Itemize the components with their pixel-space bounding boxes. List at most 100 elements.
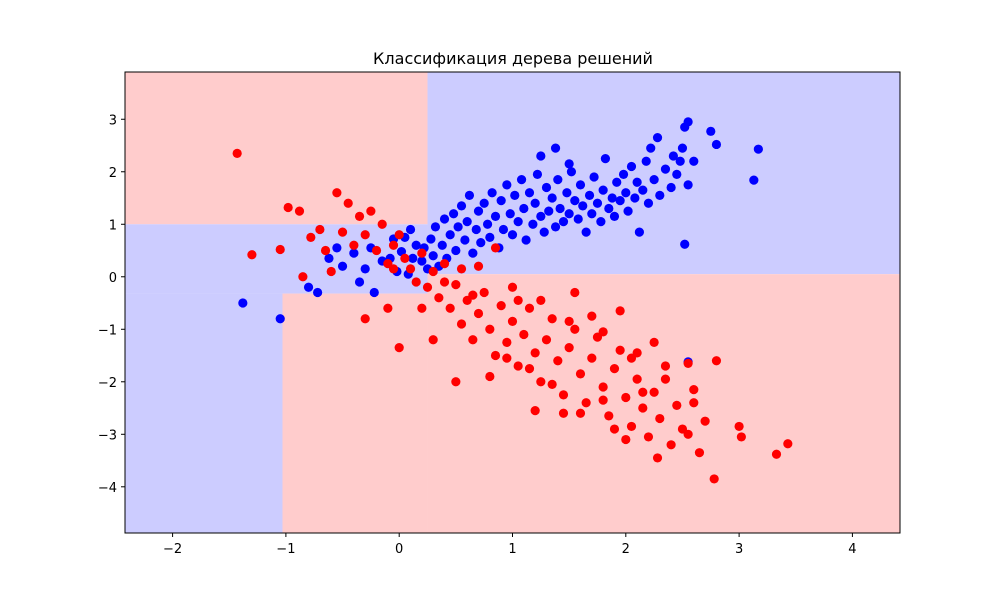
scatter-point-class-0 bbox=[536, 295, 546, 305]
scatter-point-class-1 bbox=[630, 193, 640, 203]
scatter-point-class-0 bbox=[468, 290, 478, 300]
scatter-point-class-0 bbox=[354, 211, 365, 221]
scatter-point-class-1 bbox=[528, 219, 538, 229]
scatter-point-class-0 bbox=[468, 335, 478, 345]
x-tick-label: 0 bbox=[395, 542, 403, 557]
scatter-point-class-0 bbox=[326, 266, 336, 277]
scatter-point-class-0 bbox=[652, 453, 663, 463]
scatter-point-class-1 bbox=[584, 190, 595, 200]
scatter-point-class-0 bbox=[479, 287, 489, 298]
scatter-point-class-0 bbox=[519, 329, 529, 340]
scatter-point-class-1 bbox=[581, 227, 591, 237]
scatter-point-class-0 bbox=[524, 303, 535, 313]
scatter-point-class-0 bbox=[332, 188, 342, 198]
scatter-point-class-1 bbox=[502, 180, 512, 190]
scatter-point-class-0 bbox=[547, 379, 557, 390]
scatter-point-class-0 bbox=[530, 406, 540, 416]
scatter-point-class-1 bbox=[417, 256, 427, 266]
scatter-point-class-0 bbox=[621, 434, 631, 445]
scatter-point-class-1 bbox=[641, 156, 651, 166]
scatter-point-class-0 bbox=[405, 264, 416, 274]
scatter-point-class-1 bbox=[689, 156, 699, 166]
scatter-point-class-1 bbox=[570, 196, 580, 206]
scatter-point-class-0 bbox=[366, 206, 376, 216]
scatter-point-class-0 bbox=[496, 301, 506, 311]
scatter-point-class-0 bbox=[553, 356, 563, 366]
scatter-point-class-1 bbox=[360, 264, 370, 274]
scatter-point-class-0 bbox=[428, 335, 438, 345]
scatter-point-class-1 bbox=[324, 253, 334, 263]
scatter-point-class-1 bbox=[349, 248, 359, 258]
scatter-point-class-0 bbox=[411, 277, 421, 287]
scatter-point-class-1 bbox=[536, 211, 546, 221]
scatter-point-class-1 bbox=[575, 180, 586, 190]
scatter-point-class-1 bbox=[589, 172, 599, 182]
x-axis: −2 −1 0 1 2 3 4 bbox=[163, 533, 857, 557]
scatter-point-class-1 bbox=[566, 167, 577, 177]
scatter-point-class-1 bbox=[405, 224, 416, 235]
scatter-point-class-0 bbox=[558, 390, 569, 400]
scatter-point-class-1 bbox=[711, 139, 722, 150]
scatter-point-class-1 bbox=[632, 177, 642, 187]
scatter-point-class-0 bbox=[451, 377, 461, 387]
scatter-point-class-1 bbox=[749, 175, 759, 185]
scatter-point-class-1 bbox=[275, 314, 285, 324]
scatter-point-class-1 bbox=[471, 224, 481, 235]
scatter-point-class-1 bbox=[683, 180, 693, 190]
scatter-point-class-0 bbox=[660, 361, 671, 371]
scatter-point-class-1 bbox=[536, 151, 546, 161]
scatter-point-class-0 bbox=[575, 408, 586, 418]
scatter-point-class-1 bbox=[451, 245, 461, 256]
scatter-point-class-0 bbox=[434, 293, 444, 303]
scatter-point-class-0 bbox=[649, 337, 659, 348]
scatter-point-class-1 bbox=[547, 193, 557, 203]
chart-title: Классификация дерева решений bbox=[373, 49, 653, 68]
scatter-point-class-0 bbox=[524, 364, 535, 374]
scatter-point-class-1 bbox=[626, 161, 637, 172]
scatter-point-class-0 bbox=[507, 316, 518, 327]
scatter-point-class-1 bbox=[550, 143, 561, 153]
scatter-point-class-1 bbox=[482, 219, 493, 229]
scatter-point-class-0 bbox=[490, 243, 501, 253]
scatter-point-class-0 bbox=[587, 311, 597, 321]
scatter-point-class-0 bbox=[320, 245, 331, 256]
scatter-point-class-1 bbox=[666, 182, 676, 193]
scatter-point-class-0 bbox=[558, 408, 569, 418]
scatter-point-class-0 bbox=[615, 345, 625, 355]
scatter-point-class-0 bbox=[456, 319, 467, 329]
scatter-point-class-0 bbox=[564, 343, 574, 353]
scatter-point-class-1 bbox=[612, 177, 622, 187]
data-points bbox=[232, 117, 793, 484]
scatter-point-class-1 bbox=[456, 201, 467, 211]
scatter-point-class-0 bbox=[655, 413, 665, 424]
scatter-point-class-1 bbox=[462, 217, 472, 227]
scatter-point-class-0 bbox=[666, 440, 676, 450]
scatter-point-class-0 bbox=[337, 227, 348, 237]
scatter-point-class-0 bbox=[383, 303, 393, 313]
scatter-point-class-0 bbox=[638, 387, 648, 397]
scatter-point-class-1 bbox=[532, 169, 543, 179]
scatter-point-class-1 bbox=[428, 251, 438, 261]
scatter-point-class-0 bbox=[417, 303, 427, 313]
scatter-point-class-0 bbox=[609, 364, 620, 374]
scatter-point-class-1 bbox=[564, 209, 574, 219]
scatter-point-class-0 bbox=[502, 337, 512, 348]
scatter-point-class-0 bbox=[570, 324, 580, 334]
decision-region-class-0 bbox=[427, 274, 900, 533]
scatter-point-class-1 bbox=[516, 175, 527, 185]
scatter-point-class-0 bbox=[621, 392, 631, 403]
scatter-point-class-1 bbox=[680, 239, 690, 249]
scatter-point-class-1 bbox=[668, 151, 678, 161]
scatter-point-class-0 bbox=[672, 400, 682, 411]
scatter-point-class-0 bbox=[547, 314, 557, 324]
scatter-point-class-0 bbox=[439, 259, 450, 269]
scatter-point-class-0 bbox=[377, 219, 387, 229]
scatter-point-class-1 bbox=[496, 196, 506, 206]
scatter-point-class-1 bbox=[408, 253, 418, 263]
scatter-point-class-1 bbox=[303, 282, 314, 292]
scatter-point-class-0 bbox=[711, 356, 722, 366]
scatter-point-class-0 bbox=[422, 282, 433, 292]
scatter-point-class-0 bbox=[734, 421, 744, 432]
scatter-point-class-0 bbox=[360, 314, 370, 324]
scatter-point-class-0 bbox=[587, 353, 597, 363]
